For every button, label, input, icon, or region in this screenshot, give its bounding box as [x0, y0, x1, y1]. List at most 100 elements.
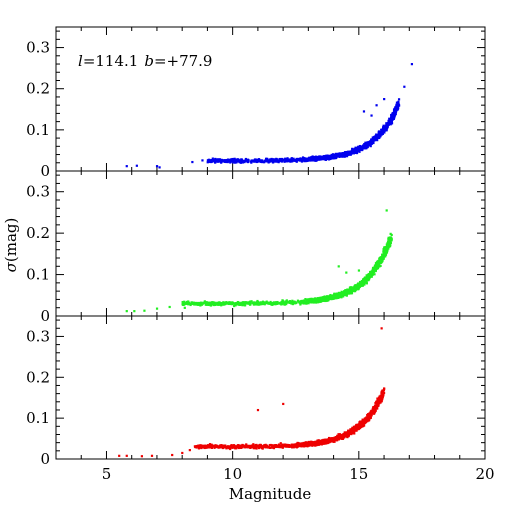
data-point [225, 158, 228, 162]
data-point [227, 159, 230, 162]
x-axis-label: Magnitude [229, 485, 312, 503]
data-point [334, 436, 337, 439]
data-point [209, 301, 212, 304]
data-point [384, 253, 388, 256]
data-point [203, 300, 206, 303]
data-point [329, 296, 333, 299]
data-point [375, 265, 378, 268]
data-point [301, 157, 304, 161]
data-point [358, 285, 361, 288]
data-point [230, 158, 233, 161]
data-point [363, 278, 367, 281]
data-point [391, 115, 395, 118]
data-point [305, 158, 308, 161]
data-point [342, 433, 345, 436]
data-point [282, 402, 285, 406]
data-point [251, 301, 254, 305]
data-point [377, 134, 380, 138]
data-point [306, 445, 309, 448]
data-point [356, 424, 360, 427]
data-point [365, 416, 368, 419]
data-point [244, 159, 247, 162]
data-point [345, 432, 348, 435]
data-point [210, 158, 213, 162]
data-point [293, 301, 297, 305]
data-point [208, 443, 212, 446]
data-point [347, 432, 351, 436]
data-point [370, 114, 373, 117]
data-point [253, 301, 256, 304]
data-point [358, 144, 362, 148]
data-point [378, 262, 381, 265]
data-point [224, 159, 227, 162]
data-point [349, 153, 352, 156]
y-axis-label-sigma: σ [2, 261, 20, 272]
data-point [183, 306, 186, 309]
data-point [244, 301, 247, 304]
data-point [275, 157, 278, 160]
data-point [214, 445, 218, 448]
data-point [246, 160, 250, 164]
data-point [365, 141, 369, 145]
data-point [373, 404, 377, 407]
data-point [271, 444, 274, 447]
data-point [343, 431, 346, 434]
data-point [300, 301, 303, 304]
data-point [355, 427, 358, 430]
data-point [377, 262, 380, 265]
data-point [251, 444, 254, 447]
data-point [277, 443, 281, 446]
data-point [377, 396, 380, 399]
red-panel-points [118, 327, 386, 458]
data-point [155, 307, 159, 310]
data-point [362, 144, 365, 147]
data-point [207, 301, 210, 304]
data-point [205, 301, 208, 304]
data-point [362, 278, 365, 281]
data-point [369, 272, 373, 275]
data-point [277, 302, 280, 305]
data-point [291, 445, 294, 448]
data-point [264, 159, 268, 163]
data-point [376, 260, 379, 263]
y-tick-label: 0 [40, 307, 50, 325]
data-point [261, 302, 264, 305]
data-point [378, 258, 382, 261]
data-point [388, 118, 391, 121]
data-point [206, 303, 209, 306]
data-point [229, 447, 232, 451]
data-point [289, 301, 292, 304]
data-point [327, 436, 331, 440]
data-point [366, 419, 370, 422]
data-point [390, 238, 393, 241]
data-point [382, 248, 385, 251]
data-point [368, 273, 371, 276]
data-point [264, 301, 267, 304]
data-point [306, 441, 309, 444]
data-point [336, 154, 339, 158]
data-point [346, 289, 349, 292]
data-point [366, 144, 369, 148]
data-point [318, 298, 322, 301]
data-point [338, 435, 341, 438]
data-point [387, 246, 390, 249]
data-point [333, 295, 336, 298]
data-point [302, 444, 305, 447]
data-point [369, 140, 372, 143]
data-point [231, 159, 234, 162]
data-point [292, 446, 295, 449]
data-point [352, 149, 355, 152]
data-point [385, 247, 389, 250]
data-point [384, 128, 388, 132]
data-point [271, 303, 274, 306]
data-point [333, 292, 336, 295]
data-point [223, 445, 226, 448]
y-axis-label-unit: (mag) [2, 218, 20, 262]
data-point [361, 148, 364, 151]
data-point [281, 444, 284, 447]
data-point [378, 401, 381, 404]
data-point [286, 443, 289, 447]
data-point [321, 442, 325, 445]
data-point [308, 443, 312, 446]
data-point [313, 299, 316, 303]
